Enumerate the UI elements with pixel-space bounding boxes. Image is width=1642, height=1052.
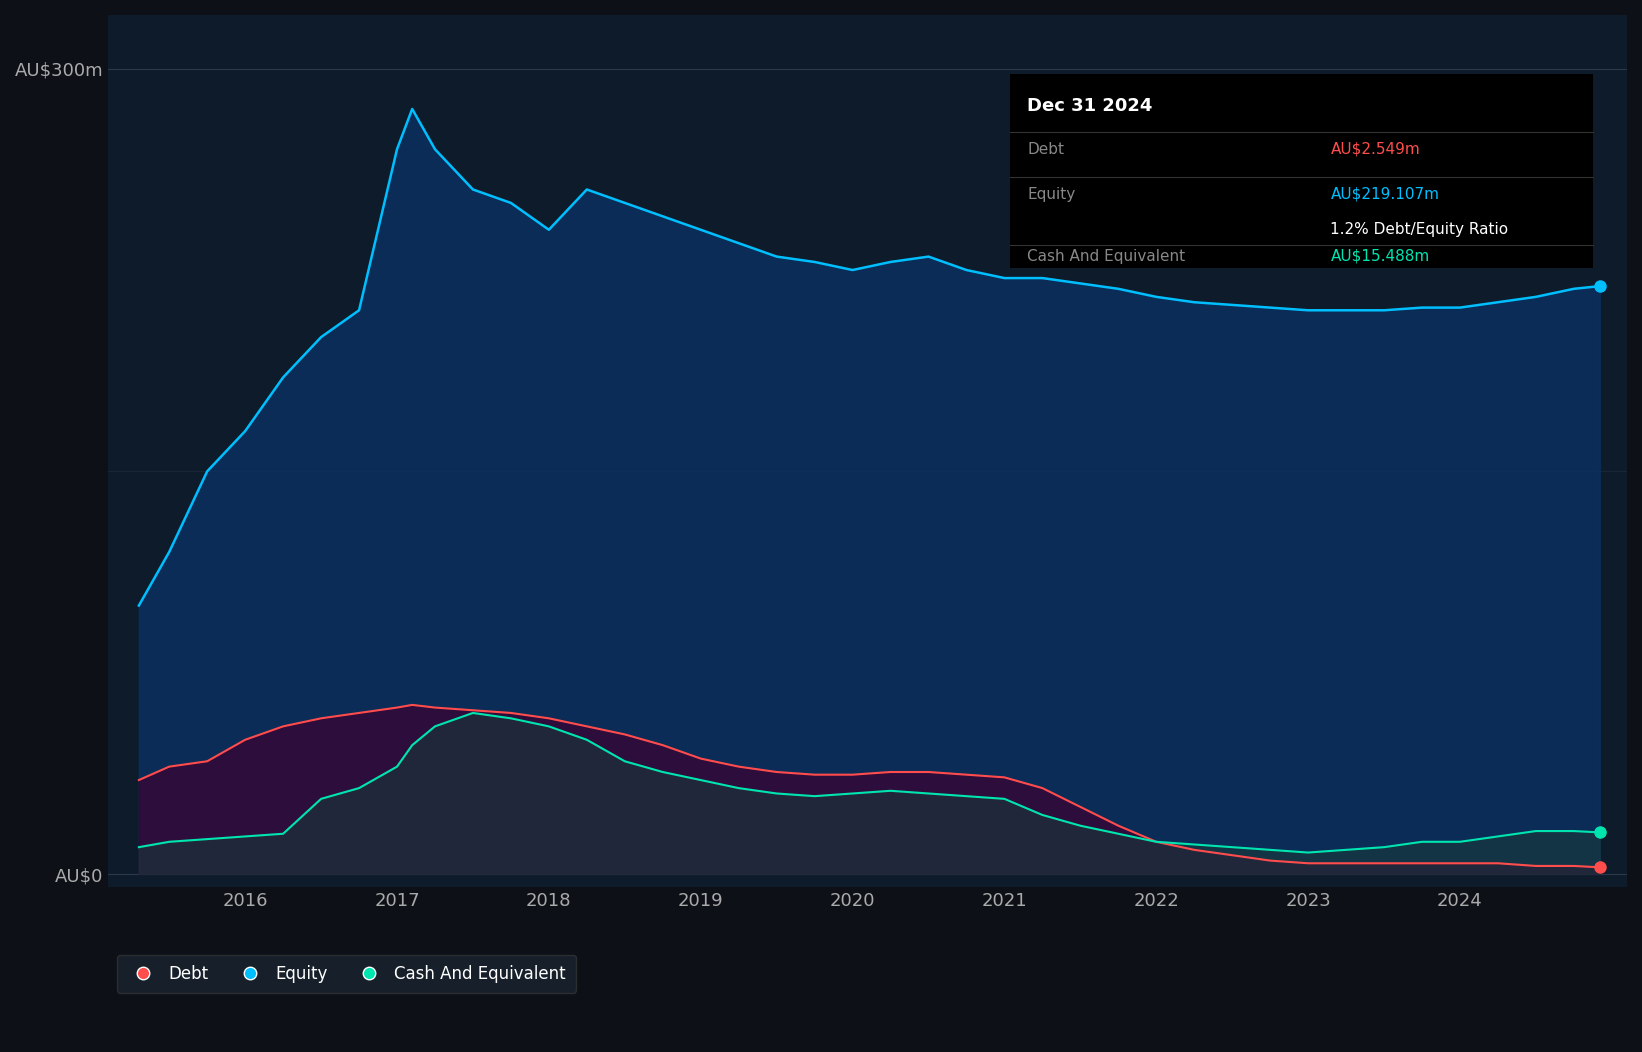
Text: 1.2% Debt/Equity Ratio: 1.2% Debt/Equity Ratio [1330,222,1509,237]
Text: AU$219.107m: AU$219.107m [1330,186,1440,202]
Text: Debt: Debt [1028,142,1064,157]
Legend: Debt, Equity, Cash And Equivalent: Debt, Equity, Cash And Equivalent [117,954,576,992]
Text: Equity: Equity [1028,186,1076,202]
Text: Cash And Equivalent: Cash And Equivalent [1028,249,1186,264]
Text: AU$15.488m: AU$15.488m [1330,249,1430,264]
Text: Dec 31 2024: Dec 31 2024 [1028,97,1153,115]
Text: AU$2.549m: AU$2.549m [1330,142,1420,157]
